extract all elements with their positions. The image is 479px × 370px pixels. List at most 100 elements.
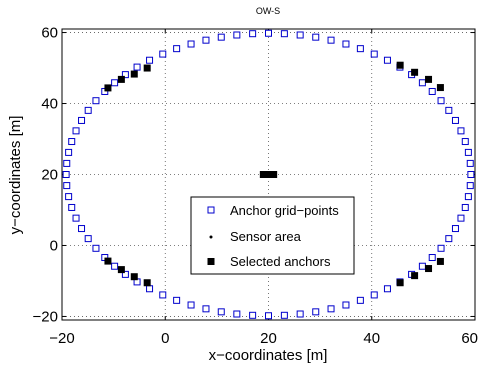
anchor-grid-point bbox=[370, 291, 378, 299]
anchor-grid-point bbox=[111, 262, 119, 270]
anchor-grid-point bbox=[296, 31, 304, 39]
anchor-grid-point bbox=[342, 40, 350, 48]
anchor-grid-point bbox=[92, 244, 100, 252]
anchor-grid-point bbox=[173, 296, 181, 304]
anchor-grid-point bbox=[146, 285, 154, 293]
legend-marker-sensor-area bbox=[209, 235, 213, 239]
x-tick-label: 20 bbox=[260, 330, 277, 347]
anchor-grid-point bbox=[187, 301, 195, 309]
anchor-grid-point bbox=[92, 97, 100, 105]
anchor-grid-point bbox=[370, 50, 378, 58]
anchor-grid-point bbox=[445, 106, 453, 114]
anchor-grid-point bbox=[466, 159, 474, 167]
selected-anchor bbox=[143, 279, 151, 287]
selected-anchor bbox=[143, 64, 151, 72]
selected-anchor bbox=[411, 272, 419, 280]
x-tick-label: −20 bbox=[49, 330, 74, 347]
anchor-grid-point bbox=[159, 291, 167, 299]
sensor-area-point bbox=[267, 173, 270, 176]
anchor-grid-point bbox=[72, 127, 80, 135]
anchor-grid-point bbox=[249, 30, 257, 38]
anchor-grid-point bbox=[461, 138, 469, 146]
anchor-grid-point bbox=[457, 214, 465, 222]
anchor-grid-point bbox=[437, 244, 445, 252]
selected-anchor bbox=[104, 257, 112, 265]
anchor-grid-point bbox=[202, 36, 210, 44]
selected-anchor bbox=[104, 84, 112, 92]
legend-label-anchor-grid-points: Anchor grid−points bbox=[230, 203, 339, 218]
anchor-grid-point bbox=[280, 30, 288, 38]
anchor-grid-point bbox=[451, 116, 459, 124]
anchor-grid-point bbox=[121, 71, 129, 79]
x-axis-label: x−coordinates [m] bbox=[209, 347, 328, 364]
chart-title: OW-S bbox=[256, 6, 280, 16]
anchor-grid-point bbox=[342, 301, 350, 309]
anchor-grid-point bbox=[467, 171, 475, 178]
anchor-grid-point bbox=[173, 45, 181, 53]
anchor-grid-point bbox=[265, 312, 272, 320]
legend: Anchor grid−points Sensor area Selected … bbox=[190, 196, 355, 275]
legend-marker-anchor-grid-points bbox=[207, 206, 215, 214]
anchor-grid-point bbox=[327, 305, 335, 313]
y-tick-label: 60 bbox=[41, 25, 58, 42]
anchor-grid-point bbox=[280, 311, 288, 319]
anchor-grid-point bbox=[312, 33, 320, 41]
anchor-grid-point bbox=[445, 235, 453, 243]
anchor-grid-point bbox=[428, 254, 436, 262]
selected-anchor bbox=[436, 84, 444, 92]
anchor-grid-point bbox=[312, 308, 320, 316]
selected-anchor bbox=[259, 171, 267, 178]
anchor-grid-point bbox=[68, 203, 76, 211]
selected-anchor bbox=[130, 70, 138, 78]
anchor-grid-point bbox=[466, 182, 474, 190]
anchor-grid-point bbox=[68, 138, 76, 146]
anchor-grid-point bbox=[464, 148, 472, 156]
y-tick-label: −20 bbox=[33, 308, 58, 325]
selected-anchor bbox=[436, 257, 444, 265]
anchor-grid-point bbox=[437, 97, 445, 105]
selected-anchor bbox=[425, 265, 433, 273]
y-tick-label: 0 bbox=[50, 237, 58, 254]
anchor-grid-point bbox=[65, 148, 73, 156]
anchor-grid-point bbox=[265, 29, 272, 37]
anchor-grid-point bbox=[383, 285, 391, 293]
legend-label-selected-anchors: Selected anchors bbox=[230, 254, 331, 269]
anchor-grid-point bbox=[72, 214, 80, 222]
anchor-grid-point bbox=[133, 63, 141, 71]
anchor-grid-point bbox=[383, 56, 391, 64]
anchor-grid-point bbox=[464, 193, 472, 201]
anchor-grid-point bbox=[146, 56, 154, 64]
selected-anchor bbox=[425, 75, 433, 83]
selected-anchor bbox=[266, 171, 274, 178]
anchor-grid-point bbox=[461, 203, 469, 211]
anchor-grid-point bbox=[356, 45, 364, 53]
selected-anchor bbox=[117, 266, 125, 274]
selected-anchor bbox=[396, 279, 404, 287]
x-tick-label: 0 bbox=[161, 330, 169, 347]
data-marks bbox=[62, 29, 475, 320]
anchor-grid-point bbox=[84, 106, 92, 114]
selected-anchor bbox=[396, 61, 404, 69]
anchor-grid-point bbox=[78, 225, 86, 233]
anchor-grid-point bbox=[418, 79, 426, 87]
anchor-grid-point bbox=[217, 308, 225, 316]
anchor-grid-point bbox=[78, 116, 86, 124]
x-tick-label: 60 bbox=[461, 330, 478, 347]
legend-label-sensor-area: Sensor area bbox=[230, 229, 302, 244]
x-tick-label: 40 bbox=[363, 330, 380, 347]
anchor-grid-point bbox=[202, 305, 210, 313]
anchor-grid-point bbox=[65, 193, 73, 201]
legend-box bbox=[190, 196, 355, 275]
anchor-grid-point bbox=[451, 225, 459, 233]
anchor-grid-point bbox=[296, 310, 304, 318]
anchor-grid-point bbox=[249, 311, 257, 319]
anchor-grid-point bbox=[217, 33, 225, 41]
anchor-grid-point bbox=[121, 270, 129, 278]
anchor-grid-point bbox=[111, 79, 119, 87]
anchor-grid-point bbox=[356, 296, 364, 304]
y-axis-label: y−coordinates [m] bbox=[7, 116, 24, 235]
anchor-grid-point bbox=[84, 235, 92, 243]
anchor-grid-point bbox=[418, 262, 426, 270]
anchor-grid-point bbox=[187, 40, 195, 48]
